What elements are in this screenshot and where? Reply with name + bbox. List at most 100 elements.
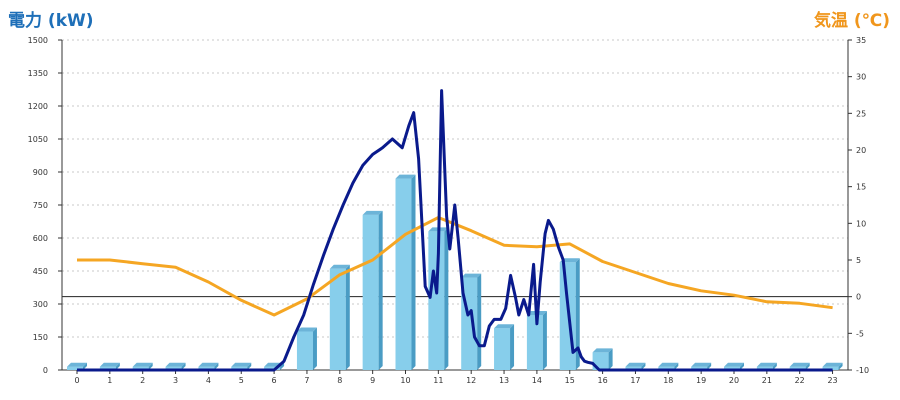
- power-bar-side: [247, 362, 252, 370]
- power-bar-top: [198, 362, 219, 367]
- x-axis-tick-label: 4: [206, 376, 211, 385]
- power-bar-top: [756, 362, 777, 367]
- x-axis-tick-label: 5: [239, 376, 244, 385]
- power-bar-side: [411, 174, 416, 370]
- power-bar-top: [461, 273, 482, 278]
- left-axis-tick-label: 300: [33, 300, 48, 309]
- power-bar-top: [329, 264, 350, 269]
- power-bar: [494, 328, 511, 370]
- power-bar-top: [362, 210, 383, 215]
- left-axis-title: 電力 (kW): [8, 11, 94, 31]
- power-bar: [691, 366, 708, 370]
- left-axis-tick-label: 150: [33, 333, 48, 342]
- power-bar-side: [838, 362, 843, 370]
- power-bar-top: [494, 324, 515, 329]
- power-bar-side: [740, 362, 744, 370]
- power-bar: [264, 366, 281, 370]
- left-axis-tick-label: 1200: [28, 102, 48, 111]
- left-axis-tick-label: 450: [33, 267, 48, 276]
- power-bar-side: [772, 362, 777, 370]
- power-bar-top: [658, 362, 679, 367]
- power-bar-side: [510, 324, 515, 370]
- power-bar-side: [312, 327, 317, 370]
- temperature-line: [77, 216, 833, 317]
- right-axis-tick-label: 25: [856, 109, 866, 118]
- power-bar-side: [608, 348, 613, 370]
- left-axis-tick-label: 0: [43, 366, 48, 375]
- x-axis-tick-label: 21: [762, 376, 772, 385]
- power-bar: [526, 315, 543, 370]
- power-bar: [789, 366, 806, 370]
- x-axis-tick-label: 8: [337, 376, 342, 385]
- power-line: [77, 89, 833, 372]
- power-bar-side: [575, 258, 580, 370]
- x-axis-tick-label: 11: [433, 376, 443, 385]
- power-bar-side: [115, 362, 120, 370]
- power-bar: [362, 214, 379, 370]
- x-axis-tick-label: 20: [729, 376, 739, 385]
- power-bar-top: [691, 362, 712, 367]
- right-axis-tick-label: 30: [856, 73, 866, 82]
- power-bar-side: [345, 264, 350, 370]
- power-bar: [756, 366, 773, 370]
- power-bar-top: [625, 362, 646, 367]
- power-bar: [165, 366, 182, 370]
- power-bar-top: [99, 362, 120, 367]
- power-bar-top: [165, 362, 186, 367]
- power-bar-side: [378, 210, 383, 370]
- power-bar-side: [280, 362, 285, 370]
- x-axis-tick-label: 6: [272, 376, 277, 385]
- power-bar-side: [477, 273, 482, 370]
- x-axis-tick-label: 18: [663, 376, 673, 385]
- right-axis-tick-label: 35: [856, 36, 866, 45]
- power-bar-side: [542, 311, 547, 370]
- power-bar-side: [83, 362, 87, 370]
- power-bar-top: [789, 362, 810, 367]
- right-axis-tick-label: 0: [856, 293, 861, 302]
- power-bar: [395, 178, 412, 370]
- power-bar: [658, 366, 675, 370]
- power-bar-side: [181, 362, 186, 370]
- left-axis-tick-label: 750: [33, 201, 48, 210]
- power-bar: [428, 231, 445, 370]
- right-axis-tick-label: 15: [856, 183, 866, 192]
- x-axis-tick-label: 3: [173, 376, 178, 385]
- power-bar-side: [805, 362, 810, 370]
- right-axis-tick-label: -5: [856, 329, 864, 338]
- power-bar-top: [296, 327, 317, 332]
- right-axis-tick-label: 20: [856, 146, 866, 155]
- power-bar-top: [67, 362, 87, 367]
- x-axis-tick-label: 13: [499, 376, 509, 385]
- right-axis-tick-label: 5: [856, 256, 861, 265]
- power-bar: [296, 331, 313, 370]
- power-bar-top: [395, 174, 416, 179]
- x-axis-tick-label: 9: [370, 376, 375, 385]
- left-axis-tick-label: 900: [33, 168, 48, 177]
- x-axis-tick-label: 0: [74, 376, 79, 385]
- right-axis-tick-label: 10: [856, 219, 866, 228]
- power-bar-side: [641, 362, 646, 370]
- x-axis-tick-label: 15: [565, 376, 575, 385]
- power-bar: [132, 366, 149, 370]
- power-bar: [99, 366, 116, 370]
- power-bar-top: [231, 362, 252, 367]
- power-bar: [329, 268, 346, 370]
- x-axis-tick-label: 7: [304, 376, 309, 385]
- x-axis-tick-label: 23: [827, 376, 837, 385]
- power-bar-side: [674, 362, 679, 370]
- right-axis-title: 気温 (℃): [813, 11, 890, 31]
- power-bar: [625, 366, 642, 370]
- left-axis-tick-label: 1050: [28, 135, 48, 144]
- power-bar-top: [724, 362, 744, 367]
- left-axis-tick-label: 600: [33, 234, 48, 243]
- power-bar-side: [707, 362, 712, 370]
- x-axis-tick-label: 19: [696, 376, 706, 385]
- x-axis-tick-label: 12: [466, 376, 476, 385]
- power-bar-top: [132, 362, 153, 367]
- x-axis-tick-label: 1: [107, 376, 112, 385]
- power-bar: [67, 366, 83, 370]
- x-axis-tick-label: 10: [400, 376, 410, 385]
- power-bar-side: [444, 227, 449, 370]
- x-axis-tick-label: 17: [630, 376, 640, 385]
